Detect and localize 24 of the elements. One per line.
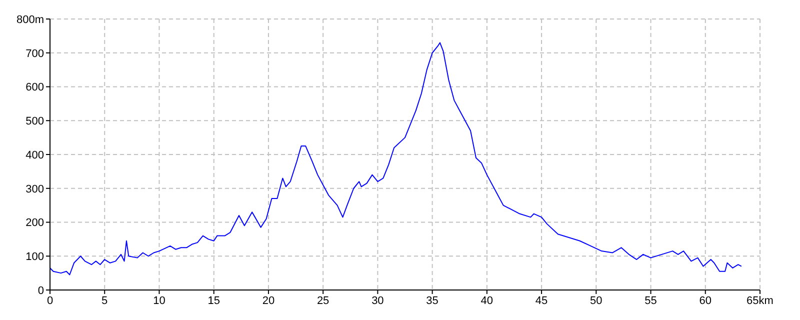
x-tick-label: 0 <box>46 294 54 307</box>
x-tick-label: 65km <box>746 294 774 307</box>
line-series <box>50 42 742 276</box>
y-tick-label: 300 <box>26 183 44 196</box>
y-tick-label: 400 <box>26 149 44 162</box>
x-tick-label: 20 <box>262 294 275 307</box>
y-tick-label: 0 <box>38 284 44 297</box>
x-tick-label: 10 <box>153 294 166 307</box>
y-tick-label: 200 <box>26 217 44 230</box>
x-tick-label: 45 <box>535 294 548 307</box>
x-tick-label: 5 <box>102 294 108 307</box>
x-tick-label: 55 <box>644 294 657 307</box>
x-tick-label: 30 <box>372 294 384 307</box>
x-tick-label: 35 <box>426 294 438 307</box>
y-tick-label: 800m <box>16 14 44 26</box>
x-tick-label: 50 <box>590 294 602 307</box>
y-tick-label: 500 <box>26 116 44 128</box>
y-tick-label: 600 <box>26 82 44 94</box>
x-tick-label: 60 <box>699 294 712 307</box>
x-tick-label: 40 <box>480 294 494 307</box>
x-tick-label: 25 <box>316 294 330 307</box>
x-tick-label: 15 <box>208 294 220 307</box>
y-tick-label: 700 <box>26 48 44 60</box>
y-tick-label: 100 <box>26 251 44 264</box>
